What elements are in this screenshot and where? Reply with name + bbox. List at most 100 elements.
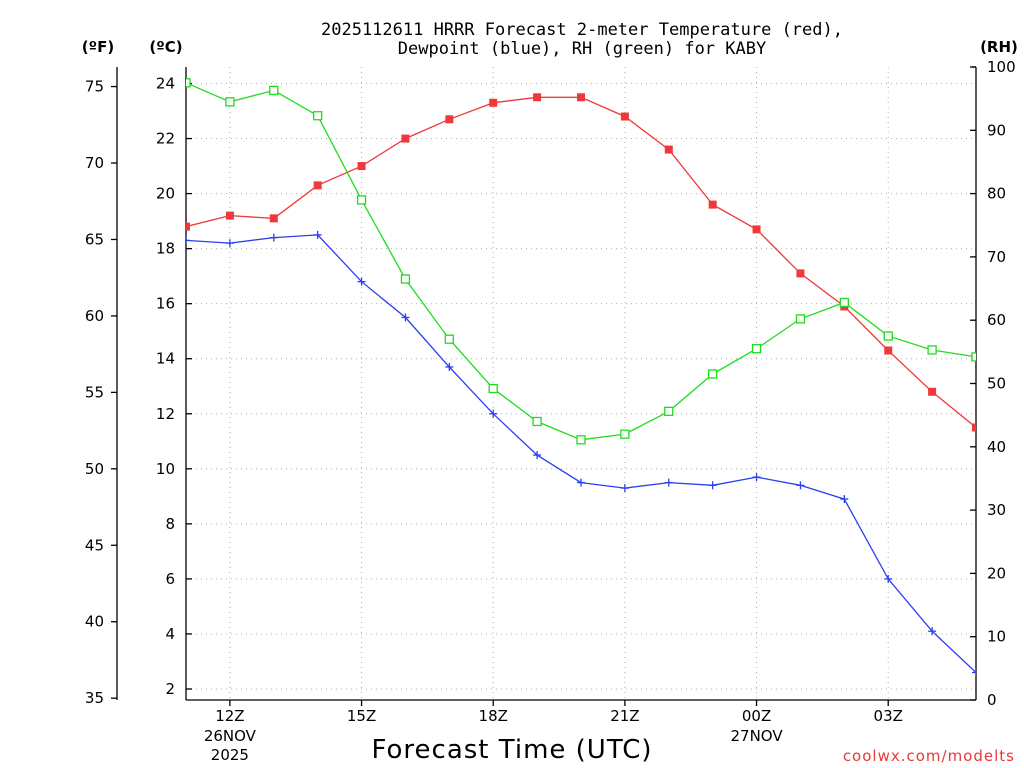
fahrenheit-tick-label: 45 xyxy=(85,536,104,554)
chart-title-line1: 2025112611 HRRR Forecast 2-meter Tempera… xyxy=(321,20,843,40)
dewpoint-point xyxy=(796,481,805,490)
rh-point xyxy=(532,416,542,427)
x-tick-label: 18Z xyxy=(479,707,508,725)
rh-point xyxy=(488,383,498,394)
dewpoint-point xyxy=(533,451,542,460)
dewpoint-point xyxy=(752,473,761,482)
2-meter-temperature-point xyxy=(186,222,190,231)
x-tick-label: 21Z xyxy=(610,707,639,725)
rh-line xyxy=(186,82,976,441)
rh-point xyxy=(186,78,191,88)
rh-tick-label: 50 xyxy=(987,375,1006,393)
data-series xyxy=(186,78,976,677)
fahrenheit-tick-label: 75 xyxy=(85,78,104,96)
celsius-tick-label: 10 xyxy=(156,460,175,478)
x-tick-label: 03Z xyxy=(874,707,903,725)
axes xyxy=(111,66,977,706)
2-meter-temperature-point xyxy=(752,225,761,234)
rh-point xyxy=(664,406,674,417)
rh-point xyxy=(576,435,586,445)
rh-tick-label: 100 xyxy=(987,58,1016,76)
rh-point xyxy=(269,85,279,96)
rh-point xyxy=(356,195,367,205)
fahrenheit-tick-label: 65 xyxy=(85,230,104,248)
rh-point xyxy=(225,97,235,107)
celsius-tick-label: 18 xyxy=(156,240,175,258)
rh-point xyxy=(751,344,762,354)
rh-unit-label: (RH) xyxy=(980,38,1018,56)
2-meter-temperature-point xyxy=(269,214,278,223)
rh-point xyxy=(971,352,976,362)
x-date-label: 26NOV xyxy=(204,727,257,745)
dewpoint-point xyxy=(840,495,849,504)
celsius-tick-label: 24 xyxy=(156,75,175,93)
fahrenheit-tick-label: 40 xyxy=(85,613,104,631)
dewpoint-point xyxy=(445,362,454,371)
rh-tick-label: 70 xyxy=(987,248,1006,266)
dewpoint-point xyxy=(708,481,717,490)
rh-point xyxy=(927,345,937,355)
dewpoint-point xyxy=(225,239,234,248)
dewpoint-point xyxy=(884,574,893,583)
dewpoint-point xyxy=(664,478,673,487)
rh-point xyxy=(400,274,411,284)
2-meter-temperature-point xyxy=(620,112,629,121)
rh-point xyxy=(620,429,630,439)
celsius-tick-label: 6 xyxy=(165,570,175,588)
rh-point xyxy=(839,297,849,308)
celsius-tick-label: 14 xyxy=(156,350,175,368)
2-meter-temperature-point xyxy=(972,423,976,432)
rh-point xyxy=(708,369,718,379)
dewpoint-point xyxy=(577,478,585,487)
2-meter-temperature-line xyxy=(186,96,976,429)
rh-tick-label: 80 xyxy=(987,185,1006,203)
rh-tick-label: 10 xyxy=(987,628,1006,646)
fahrenheit-tick-label: 50 xyxy=(85,460,104,478)
dewpoint-point xyxy=(489,409,498,418)
2-meter-temperature-point xyxy=(928,387,937,396)
fahrenheit-unit-label: (ºF) xyxy=(82,38,114,56)
rh-point xyxy=(313,111,323,121)
celsius-tick-label: 20 xyxy=(156,185,175,203)
fahrenheit-tick-label: 60 xyxy=(85,307,104,325)
rh-point xyxy=(795,314,806,324)
dewpoint-point xyxy=(357,277,366,286)
2-meter-temperature-point xyxy=(357,162,366,171)
fahrenheit-tick-label: 55 xyxy=(85,383,104,401)
2-meter-temperature-point xyxy=(313,181,322,190)
2-meter-temperature-point xyxy=(577,93,585,102)
dewpoint-point xyxy=(401,313,410,322)
x-tick-label: 00Z xyxy=(742,707,771,725)
x-date-label: 27NOV xyxy=(730,727,783,745)
2-meter-temperature-point xyxy=(533,93,542,102)
dewpoint-point xyxy=(269,233,278,242)
rh-point xyxy=(444,334,454,344)
rh-tick-label: 60 xyxy=(987,311,1006,329)
x-tick-label: 15Z xyxy=(347,707,376,725)
dewpoint-point xyxy=(972,668,976,677)
celsius-tick-label: 2 xyxy=(165,680,175,698)
x-year-label: 2025 xyxy=(211,746,249,764)
2-meter-temperature-point xyxy=(664,145,673,154)
rh-point xyxy=(883,331,893,341)
2-meter-temperature-point xyxy=(708,200,717,209)
dewpoint-line xyxy=(186,234,976,673)
2-meter-temperature-point xyxy=(884,346,893,355)
celsius-tick-label: 16 xyxy=(156,295,175,313)
rh-tick-label: 30 xyxy=(987,501,1006,519)
dewpoint-point xyxy=(313,230,322,239)
celsius-unit-label: (ºC) xyxy=(149,38,182,56)
2-meter-temperature-point xyxy=(489,98,498,107)
credit-text: coolwx.com/modelts xyxy=(843,747,1015,765)
dewpoint-point xyxy=(928,627,937,636)
rh-tick-label: 90 xyxy=(987,121,1006,139)
rh-tick-label: 40 xyxy=(987,438,1006,456)
x-tick-label: 12Z xyxy=(215,707,244,725)
celsius-tick-label: 12 xyxy=(156,405,175,423)
fahrenheit-tick-label: 70 xyxy=(85,154,104,172)
dewpoint-point xyxy=(620,484,629,493)
rh-tick-label: 0 xyxy=(987,691,997,709)
plot-area xyxy=(186,78,976,677)
2-meter-temperature-point xyxy=(225,211,234,220)
